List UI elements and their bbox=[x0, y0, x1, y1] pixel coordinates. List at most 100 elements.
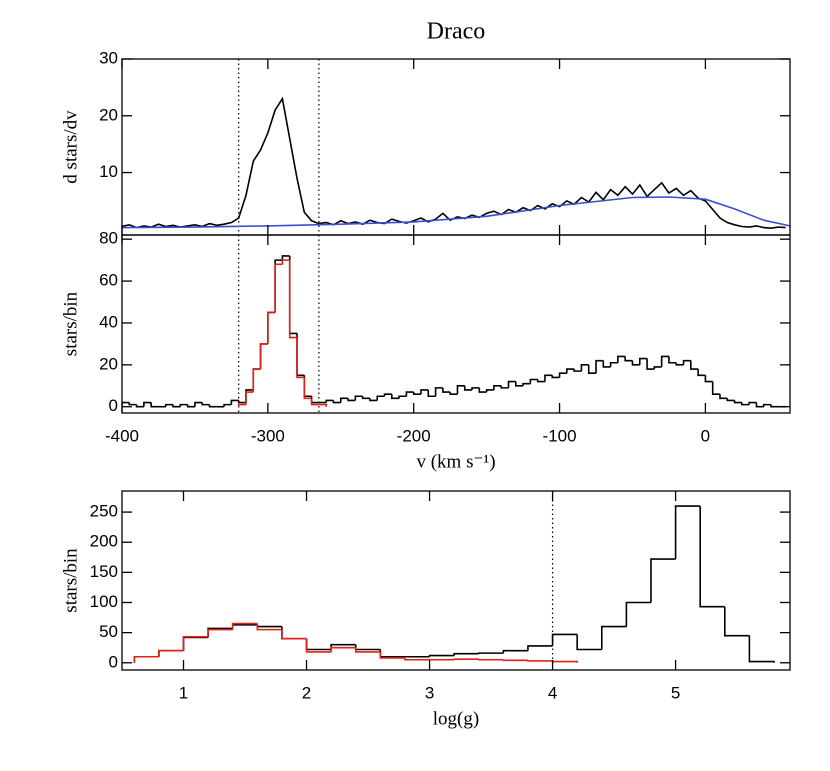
histogram-bin bbox=[237, 400, 246, 404]
histogram-bin bbox=[296, 333, 305, 377]
x-tick-label: 3 bbox=[425, 683, 434, 702]
y-axis-label: stars/bin bbox=[60, 291, 81, 356]
histogram-bin bbox=[354, 395, 363, 401]
histogram-bin bbox=[748, 401, 757, 405]
axes-frame bbox=[121, 234, 791, 414]
histogram-bin bbox=[580, 364, 589, 372]
y-tick-label: 150 bbox=[90, 562, 118, 581]
histogram-bin bbox=[231, 623, 258, 629]
histogram-bin bbox=[339, 397, 349, 403]
histogram-bin bbox=[330, 646, 356, 652]
y-axis-label: d stars/dv bbox=[60, 110, 81, 184]
histogram-bin bbox=[682, 359, 691, 365]
x-tick-label: 0 bbox=[701, 426, 710, 445]
histogram-bin bbox=[398, 395, 407, 399]
histogram-bin bbox=[453, 658, 479, 660]
histogram-bin bbox=[354, 644, 381, 651]
histogram-bin bbox=[133, 655, 159, 663]
histogram-bin bbox=[186, 404, 195, 408]
histogram-bin bbox=[493, 384, 502, 390]
histogram-bin bbox=[668, 356, 677, 364]
histogram-bin bbox=[755, 402, 764, 408]
x-tick-label: 4 bbox=[548, 683, 557, 702]
histogram-bin bbox=[296, 337, 305, 379]
y-tick-label: 0 bbox=[109, 396, 118, 415]
histogram-bin bbox=[288, 260, 298, 339]
histogram-bin bbox=[128, 402, 137, 406]
y-tick-label: 10 bbox=[99, 162, 118, 181]
histogram-bin bbox=[733, 400, 742, 404]
histogram-bin bbox=[762, 403, 772, 407]
histogram-bin bbox=[133, 655, 159, 663]
x-tick-label: -100 bbox=[543, 426, 577, 445]
histogram-bin bbox=[631, 360, 640, 366]
histogram-bin bbox=[514, 381, 524, 387]
histogram-bin bbox=[558, 372, 567, 378]
histogram-bin bbox=[332, 400, 341, 404]
histogram-bin bbox=[354, 647, 381, 653]
histogram-bin bbox=[485, 389, 494, 393]
y-tick-label: 60 bbox=[99, 271, 118, 290]
x-tick-label: 2 bbox=[302, 683, 311, 702]
y-tick-label: 100 bbox=[90, 592, 118, 611]
histogram-bin bbox=[318, 403, 327, 407]
y-tick-label: 30 bbox=[99, 48, 118, 67]
histogram-bin bbox=[770, 404, 779, 408]
histogram-bin bbox=[653, 366, 662, 370]
y-tick-label: 20 bbox=[99, 105, 118, 124]
histogram-bin bbox=[500, 385, 509, 389]
histogram-bin bbox=[566, 368, 575, 374]
histogram-bin bbox=[267, 311, 276, 344]
plot-area bbox=[122, 59, 790, 235]
histogram-bin bbox=[617, 355, 626, 363]
x-tick-label: 5 bbox=[671, 683, 680, 702]
x-tick-label: -200 bbox=[397, 426, 431, 445]
y-tick-label: 40 bbox=[99, 312, 118, 331]
histogram-bin bbox=[463, 385, 473, 391]
x-tick-label: -300 bbox=[251, 426, 285, 445]
histogram-bin bbox=[182, 636, 209, 651]
histogram-bin bbox=[551, 633, 578, 646]
histogram-bin bbox=[158, 649, 184, 657]
histogram-bin bbox=[638, 357, 648, 365]
histogram-bin bbox=[551, 375, 560, 379]
y-tick-label: 0 bbox=[109, 652, 118, 671]
histogram-bin bbox=[609, 361, 618, 367]
histogram-bin bbox=[600, 625, 627, 650]
histogram-bin bbox=[527, 660, 553, 662]
histogram-bin bbox=[379, 651, 405, 659]
x-axis-label: log(g) bbox=[433, 708, 479, 729]
histogram-bin bbox=[347, 398, 356, 402]
histogram-bin bbox=[256, 623, 282, 631]
histogram-bin bbox=[587, 364, 597, 375]
histogram-bin bbox=[711, 381, 720, 395]
histogram-bin bbox=[281, 255, 290, 261]
y-tick-label: 200 bbox=[90, 532, 118, 551]
plot-area bbox=[133, 491, 775, 670]
histogram-bin bbox=[252, 368, 261, 393]
histogram-bin bbox=[310, 398, 319, 406]
y-axis-label: stars/bin bbox=[60, 548, 81, 613]
histogram-bin bbox=[391, 394, 400, 400]
histogram-bin bbox=[646, 358, 655, 370]
histogram-bin bbox=[726, 398, 735, 402]
histogram-bin bbox=[697, 369, 706, 377]
histogram-bin bbox=[576, 634, 602, 651]
data-line bbox=[122, 96, 786, 230]
histogram-bin bbox=[650, 558, 676, 603]
histogram-bin bbox=[624, 356, 633, 362]
y-tick-label: 250 bbox=[90, 502, 118, 521]
chart-title: Draco bbox=[427, 19, 486, 45]
histogram-bin bbox=[442, 387, 451, 393]
histogram-bin bbox=[379, 649, 405, 658]
histogram-bin bbox=[412, 392, 421, 395]
histogram-bin bbox=[527, 645, 553, 651]
histogram-bin bbox=[674, 505, 701, 560]
histogram-bin bbox=[602, 360, 611, 368]
histogram-bin bbox=[502, 649, 528, 654]
histogram-bin bbox=[172, 404, 181, 408]
histogram-bin bbox=[699, 506, 725, 608]
axes-frame bbox=[121, 58, 791, 236]
histogram-bin bbox=[449, 392, 458, 395]
y-tick-label: 50 bbox=[99, 622, 118, 641]
